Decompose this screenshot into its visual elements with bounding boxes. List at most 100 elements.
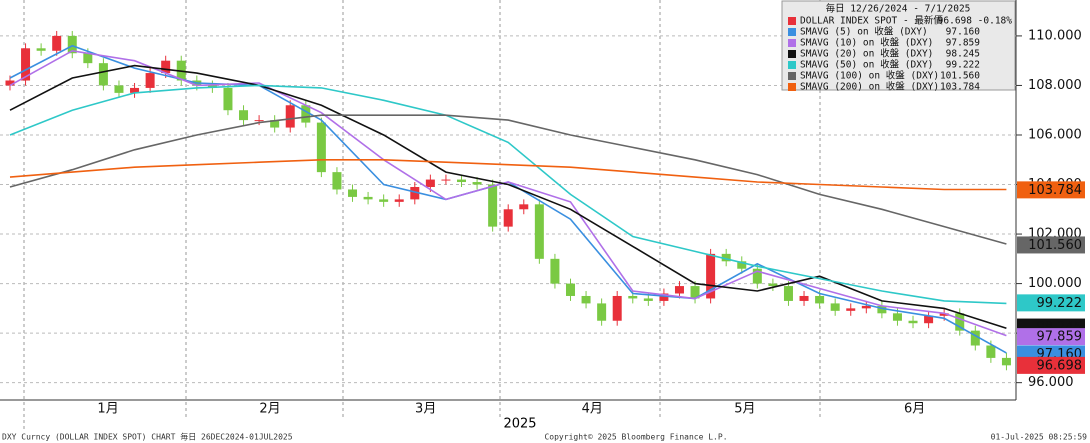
candle-body xyxy=(503,209,513,227)
candle-body xyxy=(970,330,980,346)
legend-label: SMAVG (5) on 收盤 (DXY) xyxy=(800,26,928,38)
ma-line xyxy=(9,114,1007,245)
footer-right: 01-Jul-2025 08:25:59 xyxy=(991,433,1088,442)
candle-body xyxy=(659,293,669,301)
x-tick-label: 6月 xyxy=(904,402,925,417)
footer-center: Copyright© 2025 Bloomberg Finance L.P. xyxy=(544,433,727,442)
legend-value: 98.245 xyxy=(946,49,980,60)
x-tick-label: 3月 xyxy=(415,402,436,417)
legend-label: SMAVG (20) on 收盤 (DXY) xyxy=(800,48,933,60)
y-tick-label: 108.000 xyxy=(1028,78,1082,93)
legend-change: -0.18% xyxy=(978,16,1013,27)
legend-box xyxy=(781,0,1016,91)
candle-body xyxy=(425,179,435,187)
candle-body xyxy=(410,186,420,200)
legend-value: 96.698 xyxy=(938,16,973,27)
candle-body xyxy=(285,105,295,128)
legend-label: SMAVG (50) on 收盤 (DXY) xyxy=(800,59,933,71)
candle-body xyxy=(939,313,949,316)
legend-label: SMAVG (100) on 收盤 (DXY) xyxy=(800,70,939,82)
legend-label: SMAVG (10) on 收盤 (DXY) xyxy=(800,37,933,49)
candle-body xyxy=(534,204,544,259)
candle-body xyxy=(98,63,108,86)
candle-body xyxy=(130,87,140,93)
price-tag-label: 103.784 xyxy=(1028,183,1082,198)
legend-value: 103.784 xyxy=(940,82,980,93)
candle-body xyxy=(628,295,638,299)
y-tick-label: 110.000 xyxy=(1028,28,1082,43)
candle-body xyxy=(472,182,482,185)
candle-body xyxy=(924,315,934,324)
footer-left: DXY Curncy (DOLLAR INDEX SPOT) CHART 毎日 … xyxy=(2,432,293,442)
candle-body xyxy=(752,268,762,284)
candle-body xyxy=(674,286,684,294)
candle-body xyxy=(457,179,467,183)
candle-body xyxy=(565,283,575,296)
candle-body xyxy=(550,258,560,284)
candle-body xyxy=(36,48,46,51)
candle-body xyxy=(67,35,77,54)
price-tag-label: 97.859 xyxy=(1037,330,1083,345)
candle-body xyxy=(908,320,918,324)
candle-body xyxy=(254,120,264,122)
candle-body xyxy=(830,303,840,311)
y-tick-label: 96.000 xyxy=(1028,375,1074,390)
candle-body xyxy=(441,179,451,181)
candle-body xyxy=(519,204,529,210)
candle-body xyxy=(348,189,358,197)
legend-label: DOLLAR INDEX SPOT - 最新價 xyxy=(800,15,943,27)
candle-body xyxy=(239,110,249,121)
candle-body xyxy=(737,261,747,269)
price-tag-label: 101.560 xyxy=(1028,238,1082,253)
legend-value: 97.160 xyxy=(946,27,981,38)
candle-body xyxy=(581,295,591,304)
candle-body xyxy=(394,199,404,202)
candle-body xyxy=(83,53,93,64)
ma-line xyxy=(9,84,1007,305)
candle-body xyxy=(955,313,965,331)
candle-body xyxy=(5,80,15,86)
candle-body xyxy=(986,345,996,358)
x-tick-label: 4月 xyxy=(582,402,603,417)
candle-body xyxy=(52,35,62,51)
legend-swatch xyxy=(788,61,796,69)
candle-body xyxy=(721,253,731,262)
legend-label: SMAVG (200) on 收盤 (DXY) xyxy=(800,81,939,93)
candle-body xyxy=(114,85,124,93)
ma-line xyxy=(9,64,1007,329)
candle-body xyxy=(145,73,155,88)
candle-body xyxy=(706,253,716,299)
candle-body xyxy=(161,60,171,74)
candle-body xyxy=(643,298,653,301)
candle-body xyxy=(861,305,871,309)
candle-body xyxy=(270,120,280,128)
price-tag xyxy=(1017,236,1085,254)
price-tag xyxy=(1017,328,1085,346)
candle-body xyxy=(301,105,311,123)
year-label: 2025 xyxy=(503,417,536,432)
price-tag xyxy=(1017,294,1085,312)
candle-body xyxy=(363,196,373,200)
candle-body xyxy=(892,313,902,321)
x-tick-label: 2月 xyxy=(259,402,280,417)
price-tag-label: 96.698 xyxy=(1037,358,1083,373)
candle-body xyxy=(612,295,622,321)
x-tick-label: 5月 xyxy=(734,402,755,417)
candles xyxy=(5,30,1011,371)
legend-swatch xyxy=(788,39,796,47)
candle-body xyxy=(316,122,326,173)
legend-swatch xyxy=(788,72,796,80)
price-tag-label: 99.222 xyxy=(1037,296,1083,311)
legend-title: 毎日 12/26/2024 - 7/1/2025 xyxy=(826,3,971,15)
y-tick-label: 100.000 xyxy=(1028,276,1082,291)
candle-body xyxy=(21,48,31,81)
legend-swatch xyxy=(788,28,796,36)
price-tag xyxy=(1017,181,1085,199)
price-tag xyxy=(1017,356,1085,374)
candle-body xyxy=(1001,357,1011,366)
y-tick-label: 106.000 xyxy=(1028,127,1082,142)
candle-body xyxy=(846,308,856,311)
